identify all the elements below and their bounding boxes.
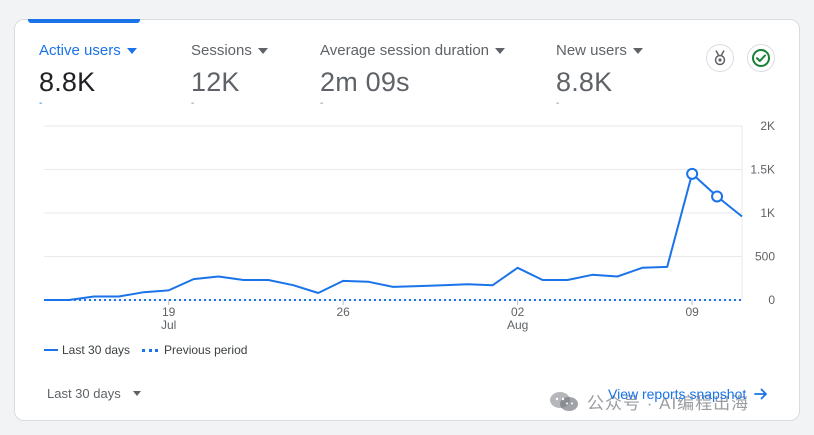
data-point-marker[interactable] xyxy=(711,190,724,203)
metric-sessions[interactable]: Sessions 12K - xyxy=(191,42,268,110)
legend-previous-label: Previous period xyxy=(164,343,248,357)
medal-insights-icon xyxy=(714,50,726,66)
x-tick-day-label: 02 xyxy=(511,305,525,319)
caret-down-icon xyxy=(132,391,141,396)
chart-legend: Last 30 days Previous period xyxy=(44,343,247,357)
x-tick-day-label: 09 xyxy=(685,305,699,319)
metric-value: 8.8K xyxy=(39,67,96,97)
caret-down-icon xyxy=(495,48,505,54)
date-range-label: Last 30 days xyxy=(47,386,121,401)
x-tick-day-label: 26 xyxy=(336,305,350,319)
legend-current-label: Last 30 days xyxy=(62,343,131,357)
x-tick-month-label: Aug xyxy=(507,318,528,332)
metric-value: 2m 09s xyxy=(320,67,410,97)
view-reports-snapshot-link[interactable]: View reports snapshot xyxy=(608,386,768,402)
x-tick-month-label: Jul xyxy=(161,318,176,332)
y-tick-label: 1.5K xyxy=(750,163,775,177)
legend-dotted-line-icon xyxy=(142,348,159,352)
metric-label: Sessions xyxy=(191,42,252,59)
date-range-select[interactable]: Last 30 days xyxy=(47,386,141,401)
watermark: 公众号 · AI编程出海 xyxy=(549,389,749,414)
metric-new-users[interactable]: New users 8.8K - xyxy=(556,42,643,110)
metric-average-session-duration[interactable]: Average session duration 2m 09s - xyxy=(320,42,505,110)
series-line-last-30-days xyxy=(44,172,743,301)
watermark-text: 公众号 · AI编程出海 xyxy=(587,394,750,413)
metric-active-users[interactable]: Active users 8.8K - xyxy=(39,42,137,110)
arrow-right-icon xyxy=(754,388,768,400)
y-tick-label: 500 xyxy=(755,250,775,264)
snapshot-link-label: View reports snapshot xyxy=(608,386,747,402)
y-tick-label: 2K xyxy=(760,119,775,133)
y-tick-label: 0 xyxy=(768,293,775,307)
metric-value: 12K xyxy=(191,67,240,97)
x-tick-day-label: 19 xyxy=(162,305,176,319)
metric-delta: - xyxy=(556,98,560,109)
metric-label: Average session duration xyxy=(320,42,489,59)
metric-delta: - xyxy=(39,98,43,109)
caret-down-icon xyxy=(632,48,643,54)
metric-value: 8.8K xyxy=(556,67,613,97)
data-point-marker[interactable] xyxy=(686,167,699,180)
check-circle-icon xyxy=(752,49,770,67)
caret-down-icon xyxy=(126,48,137,54)
active-tab-indicator xyxy=(28,19,140,23)
wechat-logo-icon xyxy=(550,391,578,411)
overview-card xyxy=(14,19,800,421)
caret-down-icon xyxy=(257,48,268,54)
legend-solid-line-icon xyxy=(44,349,58,351)
status-button[interactable] xyxy=(747,44,775,72)
metric-delta: - xyxy=(191,98,195,109)
insights-button[interactable] xyxy=(706,44,734,72)
y-tick-label: 1K xyxy=(760,206,775,220)
metric-label: Active users xyxy=(39,42,121,59)
metric-delta: - xyxy=(320,98,324,109)
metric-label: New users xyxy=(556,42,627,59)
